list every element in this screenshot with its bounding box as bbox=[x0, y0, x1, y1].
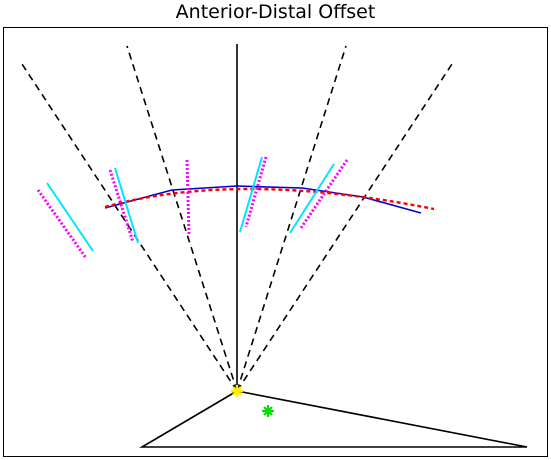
cyan-segment-3 bbox=[239, 156, 263, 233]
cyan-segment-1 bbox=[46, 182, 94, 252]
magenta-segments bbox=[36, 156, 349, 259]
plot-frame bbox=[3, 27, 548, 457]
magenta-segment-1 bbox=[36, 189, 88, 259]
ray-4 bbox=[236, 63, 453, 392]
cyan-segment-2 bbox=[114, 167, 139, 244]
ray-2 bbox=[126, 45, 238, 392]
magenta-segment-2 bbox=[108, 169, 135, 243]
magenta-segment-3 bbox=[185, 159, 191, 236]
base-triangle bbox=[139, 390, 528, 448]
figure-title: Anterior-Distal Offset bbox=[175, 1, 376, 23]
cyan-segment-4 bbox=[289, 163, 335, 234]
magenta-segment-5 bbox=[299, 159, 349, 229]
cyan-segments bbox=[46, 156, 335, 252]
origin-marker bbox=[231, 385, 243, 397]
red-arc bbox=[104, 187, 435, 211]
green-marker bbox=[262, 405, 274, 417]
magenta-segment-4 bbox=[244, 156, 268, 228]
blue-polyline bbox=[104, 185, 422, 214]
ray-3 bbox=[236, 45, 347, 392]
